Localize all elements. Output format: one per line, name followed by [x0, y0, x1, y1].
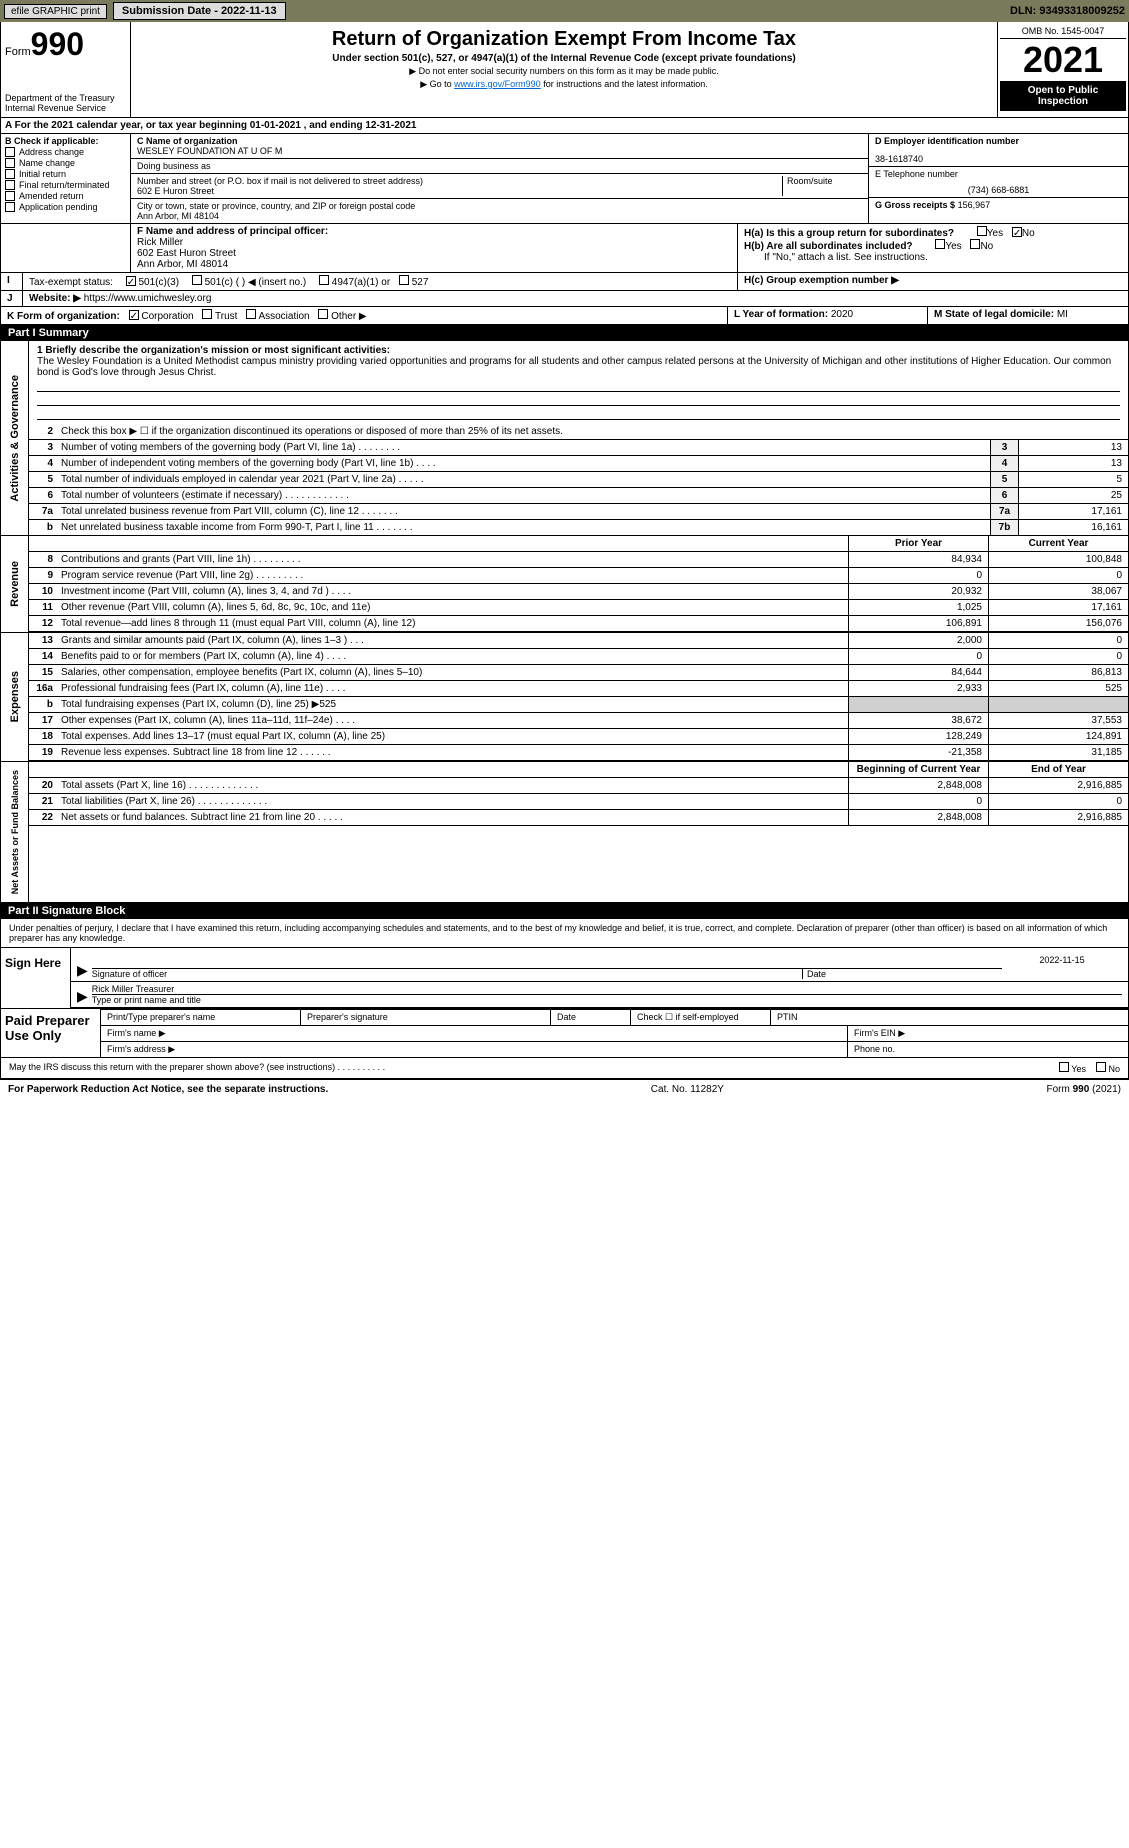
- mission-box: 1 Briefly describe the organization's mi…: [29, 341, 1128, 424]
- assoc-checkbox[interactable]: [246, 309, 256, 319]
- arrow-icon: ▶: [77, 962, 88, 979]
- submission-date-button[interactable]: Submission Date - 2022-11-13: [113, 2, 286, 20]
- ptin-field[interactable]: PTIN: [771, 1010, 1128, 1025]
- dept-label: Department of the Treasury Internal Reve…: [5, 93, 126, 113]
- topbar: efile GRAPHIC print Submission Date - 20…: [0, 0, 1129, 22]
- declaration-text: Under penalties of perjury, I declare th…: [1, 919, 1128, 947]
- tax-exempt-row: I Tax-exempt status: 501(c)(3) 501(c) ( …: [0, 273, 1129, 291]
- domicile-state: MI: [1057, 309, 1068, 320]
- mission-text: The Wesley Foundation is a United Method…: [37, 356, 1120, 378]
- line4-val: 13: [1018, 456, 1128, 471]
- may-irs-discuss: May the IRS discuss this return with the…: [9, 1062, 385, 1074]
- note-ssn: ▶ Do not enter social security numbers o…: [137, 66, 991, 77]
- org-info-column: C Name of organization WESLEY FOUNDATION…: [131, 134, 868, 223]
- omb-number: OMB No. 1545-0047: [1000, 24, 1126, 39]
- form-subtitle: Under section 501(c), 527, or 4947(a)(1)…: [137, 53, 991, 64]
- line5-val: 5: [1018, 472, 1128, 487]
- revenue-tab: Revenue: [7, 553, 23, 615]
- form-org-row: K Form of organization: Corporation Trus…: [0, 307, 1129, 325]
- paid-preparer-label: Paid Preparer Use Only: [1, 1009, 101, 1057]
- year-box: OMB No. 1545-0047 2021 Open to Public In…: [998, 22, 1128, 117]
- checkbox-column: B Check if applicable: Address change Na…: [1, 134, 131, 223]
- hb-no-checkbox[interactable]: [970, 239, 980, 249]
- dln-label: DLN: 93493318009252: [1010, 5, 1125, 17]
- netassets-tab: Net Assets or Fund Balances: [8, 762, 22, 902]
- street-address: 602 E Huron Street: [137, 186, 782, 196]
- line7b-val: 16,161: [1018, 520, 1128, 535]
- website-url: https://www.umichwesley.org: [84, 293, 212, 304]
- firm-ein-field[interactable]: Firm's EIN ▶: [848, 1026, 1128, 1041]
- hb-yes-checkbox[interactable]: [935, 239, 945, 249]
- trust-checkbox[interactable]: [202, 309, 212, 319]
- info-section: B Check if applicable: Address change Na…: [0, 134, 1129, 224]
- form-title: Return of Organization Exempt From Incom…: [137, 28, 991, 51]
- application-pending-checkbox[interactable]: [5, 202, 15, 212]
- year-formed: 2020: [831, 309, 853, 320]
- calendar-year-row: A For the 2021 calendar year, or tax yea…: [0, 118, 1129, 134]
- governance-section: Activities & Governance 1 Briefly descri…: [0, 341, 1129, 536]
- line3-val: 13: [1018, 440, 1128, 455]
- signature-date: 2022-11-15: [1002, 955, 1122, 965]
- preparer-date-field[interactable]: Date: [551, 1010, 631, 1025]
- sign-here-label: Sign Here: [1, 948, 71, 1008]
- officer-printed-name: Rick Miller Treasurer: [92, 984, 1122, 994]
- city-state-zip: Ann Arbor, MI 48104: [137, 211, 862, 221]
- irs-no-checkbox[interactable]: [1096, 1062, 1106, 1072]
- form-footer: Form 990 (2021): [1047, 1084, 1121, 1095]
- arrow-icon: ▶: [77, 988, 88, 1005]
- gross-receipts: 156,967: [958, 200, 991, 210]
- firm-phone-field[interactable]: Phone no.: [848, 1042, 1128, 1057]
- note-link: ▶ Go to www.irs.gov/Form990 for instruct…: [137, 79, 991, 90]
- part2-header: Part II Signature Block: [0, 903, 1129, 919]
- 4947-checkbox[interactable]: [319, 275, 329, 285]
- governance-tab: Activities & Governance: [7, 367, 23, 510]
- 501c3-checkbox[interactable]: [126, 276, 136, 286]
- room-suite: Room/suite: [782, 176, 862, 196]
- ha-no-checkbox[interactable]: [1012, 227, 1022, 237]
- website-row: J Website: ▶ https://www.umichwesley.org: [0, 291, 1129, 307]
- 501c-checkbox[interactable]: [192, 275, 202, 285]
- name-change-checkbox[interactable]: [5, 158, 15, 168]
- title-box: Return of Organization Exempt From Incom…: [131, 22, 998, 117]
- cat-number: Cat. No. 11282Y: [651, 1084, 724, 1095]
- expenses-tab: Expenses: [7, 663, 23, 730]
- amended-return-checkbox[interactable]: [5, 191, 15, 201]
- part1-header: Part I Summary: [0, 325, 1129, 341]
- preparer-name-field[interactable]: Print/Type preparer's name: [101, 1010, 301, 1025]
- officer-name: Rick Miller: [137, 237, 731, 248]
- irs-yes-checkbox[interactable]: [1059, 1062, 1069, 1072]
- address-change-checkbox[interactable]: [5, 147, 15, 157]
- efile-label: efile GRAPHIC print: [4, 4, 107, 19]
- line6-val: 25: [1018, 488, 1128, 503]
- irs-link[interactable]: www.irs.gov/Form990: [454, 79, 541, 89]
- 527-checkbox[interactable]: [399, 275, 409, 285]
- hc-label: H(c) Group exemption number ▶: [744, 275, 899, 286]
- form-number-box: Form990 Department of the Treasury Inter…: [1, 22, 131, 117]
- ein-value: 38-1618740: [875, 154, 1122, 164]
- org-name: WESLEY FOUNDATION AT U OF M: [137, 146, 862, 156]
- right-info-column: D Employer identification number 38-1618…: [868, 134, 1128, 223]
- initial-return-checkbox[interactable]: [5, 169, 15, 179]
- paperwork-notice: For Paperwork Reduction Act Notice, see …: [8, 1084, 328, 1095]
- signature-section: Under penalties of perjury, I declare th…: [0, 919, 1129, 1079]
- other-checkbox[interactable]: [318, 309, 328, 319]
- firm-address-field[interactable]: Firm's address ▶: [101, 1042, 848, 1057]
- form-header: Form990 Department of the Treasury Inter…: [0, 22, 1129, 118]
- officer-row: F Name and address of principal officer:…: [0, 224, 1129, 273]
- netassets-section: Net Assets or Fund Balances Beginning of…: [0, 762, 1129, 903]
- firm-name-field[interactable]: Firm's name ▶: [101, 1026, 848, 1041]
- preparer-sig-field[interactable]: Preparer's signature: [301, 1010, 551, 1025]
- expenses-section: Expenses 13Grants and similar amounts pa…: [0, 633, 1129, 762]
- revenue-section: Revenue Prior YearCurrent Year 8Contribu…: [0, 536, 1129, 633]
- self-employed-checkbox[interactable]: Check ☐ if self-employed: [631, 1010, 771, 1025]
- ha-yes-checkbox[interactable]: [977, 226, 987, 236]
- footer: For Paperwork Reduction Act Notice, see …: [0, 1079, 1129, 1099]
- corp-checkbox[interactable]: [129, 310, 139, 320]
- phone-value: (734) 668-6881: [875, 185, 1122, 195]
- final-return-checkbox[interactable]: [5, 180, 15, 190]
- line7a-val: 17,161: [1018, 504, 1128, 519]
- tax-year: 2021: [1000, 39, 1126, 81]
- open-public-badge: Open to Public Inspection: [1000, 81, 1126, 111]
